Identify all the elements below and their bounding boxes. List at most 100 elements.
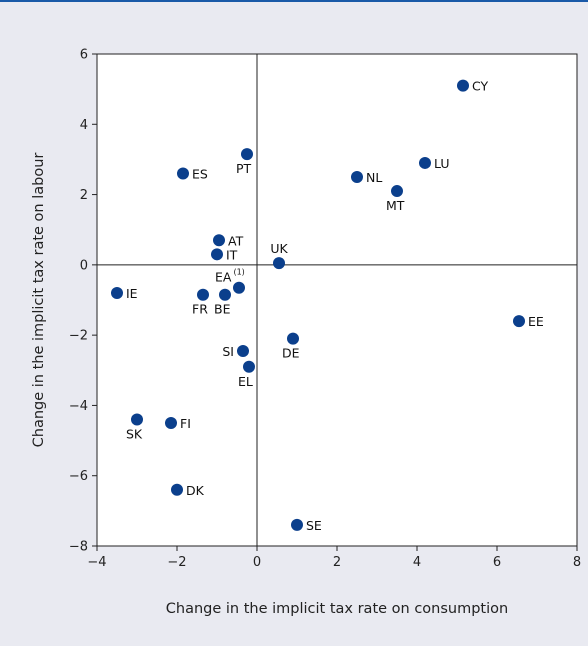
point-marker	[213, 234, 225, 247]
data-point-fi: FI	[165, 416, 191, 431]
point-marker	[211, 248, 223, 261]
point-marker	[243, 360, 255, 373]
y-tick-label: −8	[69, 540, 88, 555]
point-label: AT	[228, 233, 244, 248]
point-label: EL	[238, 374, 253, 389]
y-axis-label: Change in the implicit tax rate on labou…	[31, 153, 47, 448]
point-label-text: SK	[126, 426, 143, 441]
point-label: SE	[306, 518, 322, 533]
x-tick-label: −2	[167, 555, 186, 570]
data-point-pt: PT	[236, 148, 253, 176]
point-marker	[351, 171, 363, 183]
data-point-nl: NL	[351, 170, 382, 185]
point-label: IE	[126, 286, 138, 301]
point-marker	[233, 281, 245, 294]
data-point-el: EL	[238, 360, 255, 389]
point-label: DE	[282, 346, 300, 361]
point-label-text: PT	[236, 161, 252, 176]
data-point-fr: FR	[192, 288, 209, 317]
point-label-text: ES	[192, 166, 208, 181]
x-tick-label: 2	[333, 555, 341, 570]
point-label: EA (1)	[215, 268, 245, 285]
data-point-it: IT	[211, 247, 238, 262]
data-point-ee: EE	[513, 314, 544, 329]
point-label-text: EE	[528, 314, 544, 329]
point-label-text: DE	[282, 346, 300, 361]
point-label: MT	[386, 198, 405, 213]
plot-area	[96, 53, 578, 547]
point-label-text: DK	[186, 483, 205, 498]
data-point-ea: EA (1)	[215, 268, 245, 294]
point-label: FI	[180, 416, 191, 431]
point-label: IT	[226, 247, 238, 262]
x-tick-label: 4	[413, 555, 421, 570]
point-marker	[241, 148, 253, 161]
point-label-text: CY	[472, 79, 489, 94]
point-marker	[291, 518, 303, 531]
data-point-dk: DK	[171, 483, 205, 498]
point-label: UK	[270, 241, 288, 256]
point-marker	[287, 332, 299, 345]
data-point-sk: SK	[126, 413, 143, 441]
point-label-text: IT	[226, 247, 238, 262]
y-tick-label: 6	[80, 48, 88, 63]
data-point-si: SI	[222, 344, 249, 359]
point-label: CY	[472, 79, 489, 94]
x-tick-label: 8	[573, 555, 581, 570]
point-label: ES	[192, 166, 208, 181]
data-point-cy: CY	[457, 79, 489, 94]
y-tick-label: −6	[69, 469, 88, 484]
point-marker	[419, 156, 431, 169]
x-axis-label: Change in the implicit tax rate on consu…	[166, 601, 508, 617]
data-point-se: SE	[291, 518, 322, 533]
point-marker	[197, 288, 209, 301]
data-point-be: BE	[214, 288, 231, 317]
point-label-text: SI	[222, 344, 234, 359]
point-label-text: UK	[270, 241, 288, 256]
y-tick-label: 0	[80, 258, 88, 273]
point-label: SK	[126, 426, 143, 441]
y-tick-label: 4	[80, 118, 88, 133]
point-label: DK	[186, 483, 205, 498]
point-label-text: NL	[366, 170, 382, 185]
point-label-text: SE	[306, 518, 322, 533]
point-label: NL	[366, 170, 382, 185]
point-marker	[131, 413, 143, 426]
point-marker	[273, 257, 285, 270]
point-marker	[111, 286, 123, 299]
point-marker	[457, 79, 469, 92]
data-point-lu: LU	[419, 156, 450, 171]
point-label-text: IE	[126, 286, 138, 301]
data-point-ie: IE	[111, 286, 138, 301]
data-point-at: AT	[213, 233, 244, 248]
tick-labels: −4 −2 0 2 4 6 8 −8 −6 −4 −2 0 2 4 6	[69, 48, 581, 571]
y-tick-label: 2	[80, 188, 88, 203]
point-label-text: EA	[215, 270, 232, 285]
point-label: PT	[236, 161, 252, 176]
x-tick-label: 0	[253, 555, 261, 570]
point-marker	[219, 288, 231, 301]
point-label-text: EL	[238, 374, 253, 389]
point-label: BE	[214, 302, 231, 317]
data-point-mt: MT	[386, 185, 405, 213]
point-label: FR	[192, 302, 208, 317]
point-label: LU	[434, 156, 450, 171]
point-label-text: LU	[434, 156, 450, 171]
point-marker	[177, 167, 189, 180]
point-label-text: FR	[192, 302, 208, 317]
data-point-es: ES	[177, 166, 208, 181]
point-marker	[513, 315, 525, 328]
point-label-text: FI	[180, 416, 191, 431]
x-tick-label: 6	[493, 555, 501, 570]
point-label-text: BE	[214, 302, 231, 317]
point-marker	[391, 185, 403, 198]
point-label-text: MT	[386, 198, 405, 213]
point-marker	[171, 483, 183, 496]
x-tick-label: −4	[87, 555, 106, 570]
axes	[92, 53, 578, 551]
point-label: EE	[528, 314, 544, 329]
data-point-de: DE	[282, 332, 300, 361]
